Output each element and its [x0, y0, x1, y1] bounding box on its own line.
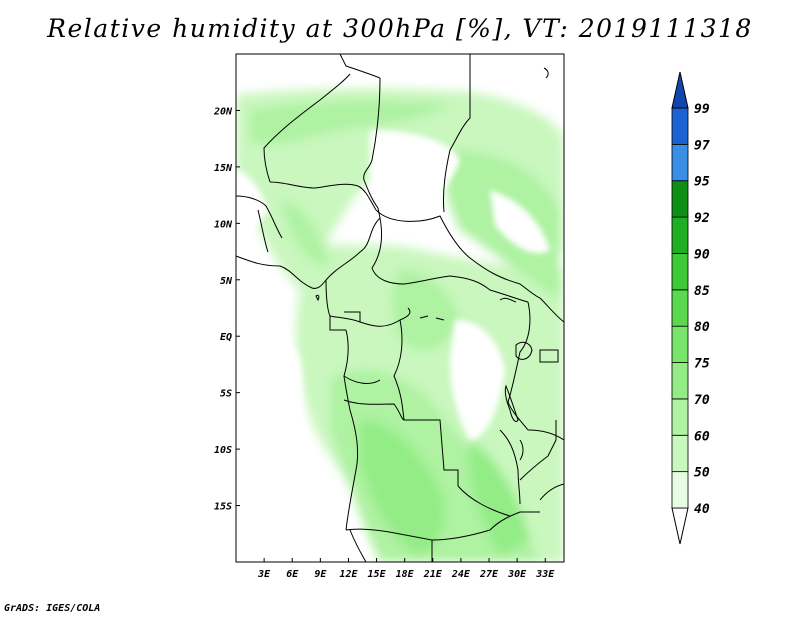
colorbar-lower-arrow — [671, 507, 689, 545]
colorbar-swatch — [671, 434, 689, 473]
y-tick-label: 10N — [214, 219, 233, 230]
colorbar-label: 95 — [694, 175, 710, 190]
y-axis: 20N 15N 10N 5N EQ 5S 10S 15S — [213, 106, 240, 513]
y-tick-label: 15S — [214, 502, 232, 513]
colorbar-upper-arrow — [671, 71, 689, 109]
x-tick-label: 15E — [368, 569, 387, 580]
colorbar-swatch — [671, 362, 689, 400]
colorbar-label: 60 — [694, 429, 710, 444]
x-tick-label: 24E — [451, 569, 471, 580]
y-tick-label: 5N — [220, 276, 233, 287]
x-tick-label: 21E — [423, 569, 443, 580]
x-tick-label: 30E — [507, 569, 527, 580]
humidity-shading — [236, 88, 564, 562]
x-axis: 3E 6E 9E 12E 15E 18E 21E 24E 27E 30E 33E — [257, 558, 555, 580]
x-tick-label: 27E — [479, 569, 499, 580]
colorbar-label: 80 — [694, 320, 710, 335]
colorbar: 40 50 60 70 75 80 85 90 92 95 97 99 — [671, 71, 710, 545]
colorbar-swatch — [671, 471, 689, 509]
x-tick-label: 18E — [396, 569, 415, 580]
colorbar-swatch — [671, 143, 689, 182]
x-tick-label: 33E — [535, 569, 555, 580]
colorbar-label: 50 — [694, 466, 710, 481]
colorbar-swatch — [671, 216, 689, 254]
colorbar-label: 40 — [694, 502, 710, 517]
y-tick-label: 15N — [214, 163, 233, 174]
colorbar-label: 97 — [694, 138, 710, 153]
colorbar-swatch — [671, 289, 689, 327]
country-borders — [236, 54, 564, 562]
lakes — [315, 67, 559, 461]
colorbar-label: 75 — [694, 357, 710, 372]
colorbar-swatch — [671, 325, 689, 363]
colorbar-label: 85 — [694, 284, 710, 299]
colorbar-swatch — [671, 180, 689, 218]
y-tick-label: 5S — [220, 389, 232, 400]
x-tick-label: 9E — [314, 569, 327, 580]
colorbar-swatch — [671, 398, 689, 436]
y-tick-label: 20N — [213, 106, 233, 117]
map-frame — [235, 53, 565, 563]
colorbar-label: 70 — [694, 393, 710, 408]
y-tick-label: EQ — [220, 332, 232, 343]
x-tick-label: 12E — [339, 569, 358, 580]
chart-title: Relative humidity at 300hPa [%], VT: 201… — [47, 14, 753, 43]
x-tick-label: 6E — [286, 569, 299, 580]
y-tick-label: 10S — [214, 445, 232, 456]
colorbar-swatch — [671, 107, 689, 145]
colorbar-label: 90 — [694, 247, 710, 262]
colorbar-label: 99 — [694, 102, 710, 117]
grads-credit: GrADS: IGES/COLA — [4, 603, 101, 614]
colorbar-swatch — [671, 253, 689, 291]
colorbar-label: 92 — [694, 211, 710, 226]
x-tick-label: 3E — [257, 569, 271, 580]
